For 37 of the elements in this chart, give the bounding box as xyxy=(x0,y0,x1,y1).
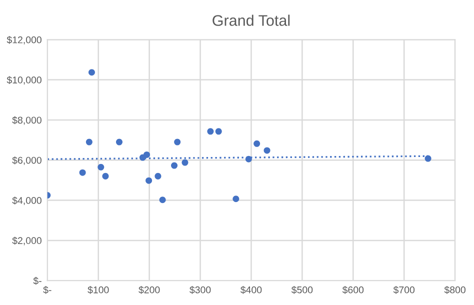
chart-title: Grand Total xyxy=(212,14,290,26)
point xyxy=(154,172,162,180)
point xyxy=(215,128,222,135)
x-tick-label: $800 xyxy=(444,286,466,294)
y-tick-label: $- xyxy=(33,276,42,285)
x-tick-label: $100 xyxy=(88,286,109,294)
y-tick-label: $4,000 xyxy=(12,196,42,206)
point xyxy=(146,177,152,184)
y-tick-label: $8,000 xyxy=(12,116,42,125)
point xyxy=(102,172,109,180)
point xyxy=(207,128,214,135)
point xyxy=(424,155,432,162)
point xyxy=(232,196,240,202)
y-tick-label: $10,000 xyxy=(6,76,42,85)
y-tick-label: $12,000 xyxy=(6,36,42,44)
point xyxy=(79,169,86,176)
point xyxy=(174,138,181,146)
x-tick-label: $200 xyxy=(138,286,160,294)
point xyxy=(171,162,178,169)
point xyxy=(116,138,123,146)
y-tick-label: $2,000 xyxy=(12,236,42,246)
point xyxy=(98,164,104,170)
point xyxy=(264,147,270,154)
x-tick-label: $600 xyxy=(342,286,364,294)
x-tick-label: $500 xyxy=(291,286,313,294)
x-tick-label: $- xyxy=(43,286,52,294)
point xyxy=(86,138,92,146)
point xyxy=(88,69,95,76)
x-tick-label: $300 xyxy=(190,286,211,294)
point xyxy=(182,159,188,166)
x-tick-label: $700 xyxy=(393,286,415,294)
point xyxy=(159,196,166,204)
point xyxy=(254,140,260,147)
x-tick-label: $400 xyxy=(240,286,262,294)
y-tick-label: $6,000 xyxy=(12,156,42,165)
point xyxy=(144,151,150,158)
point xyxy=(245,156,252,162)
